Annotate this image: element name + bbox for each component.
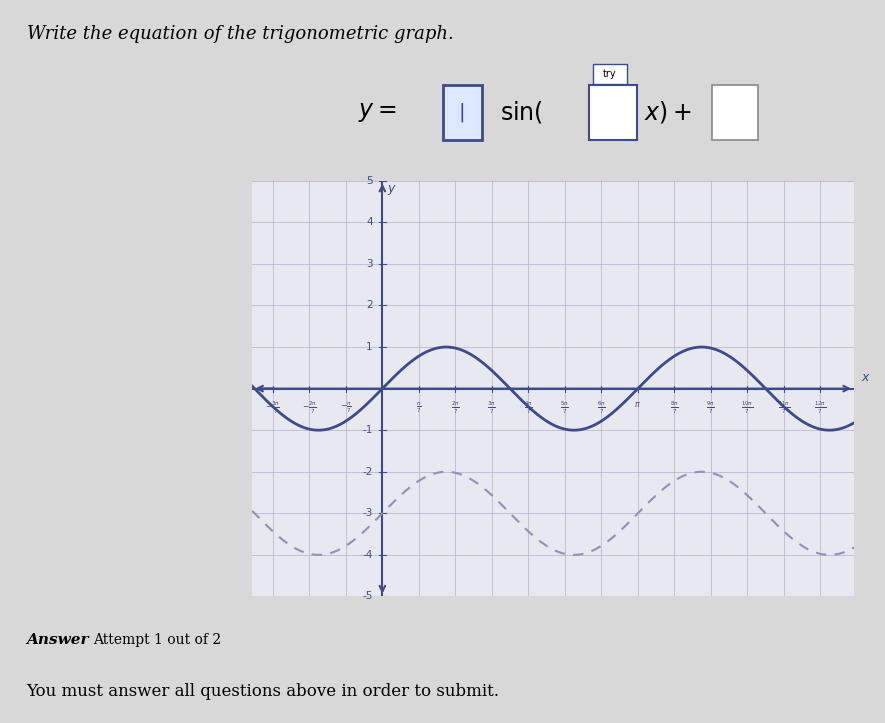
Text: -1: -1	[362, 425, 373, 435]
Text: |: |	[458, 103, 466, 121]
Text: $\frac{\pi}{7}$: $\frac{\pi}{7}$	[416, 401, 421, 415]
Text: $\frac{10\pi}{7}$: $\frac{10\pi}{7}$	[742, 401, 753, 416]
Text: $\frac{6\pi}{7}$: $\frac{6\pi}{7}$	[597, 401, 605, 416]
Text: Attempt 1 out of 2: Attempt 1 out of 2	[93, 633, 221, 646]
Text: -4: -4	[362, 550, 373, 560]
FancyBboxPatch shape	[589, 85, 637, 140]
Text: $\frac{2\pi}{7}$: $\frac{2\pi}{7}$	[451, 401, 459, 416]
Text: 2: 2	[366, 301, 373, 310]
Text: $y$: $y$	[388, 183, 397, 197]
Text: $x) +$: $x) +$	[644, 99, 692, 125]
FancyBboxPatch shape	[712, 85, 758, 140]
Text: 1: 1	[366, 342, 373, 352]
Text: $\frac{11\pi}{7}$: $\frac{11\pi}{7}$	[778, 401, 790, 416]
Text: Answer: Answer	[27, 633, 89, 646]
Text: -3: -3	[362, 508, 373, 518]
Text: 5: 5	[366, 176, 373, 186]
Text: 4: 4	[366, 218, 373, 227]
Text: $\pi$: $\pi$	[635, 401, 641, 409]
Text: $\sin($: $\sin($	[500, 99, 543, 125]
Text: 3: 3	[366, 259, 373, 269]
Text: $\frac{8\pi}{7}$: $\frac{8\pi}{7}$	[670, 401, 679, 416]
Text: $-\frac{\pi}{7}$: $-\frac{\pi}{7}$	[340, 401, 351, 415]
Text: Write the equation of the trigonometric graph.: Write the equation of the trigonometric …	[27, 25, 453, 43]
Text: $\frac{5\pi}{7}$: $\frac{5\pi}{7}$	[560, 401, 569, 416]
FancyBboxPatch shape	[593, 64, 627, 84]
Text: $-\frac{2\pi}{7}$: $-\frac{2\pi}{7}$	[302, 401, 317, 416]
Text: -2: -2	[362, 467, 373, 476]
Text: $\frac{9\pi}{7}$: $\frac{9\pi}{7}$	[706, 401, 715, 416]
Text: try: try	[603, 69, 617, 79]
Text: $-\frac{3\pi}{7}$: $-\frac{3\pi}{7}$	[266, 401, 281, 416]
Text: $x$: $x$	[860, 371, 870, 384]
Text: $\frac{12\pi}{7}$: $\frac{12\pi}{7}$	[814, 401, 827, 416]
Text: $y =$: $y =$	[358, 100, 396, 124]
Text: -5: -5	[362, 591, 373, 602]
FancyBboxPatch shape	[442, 85, 482, 140]
Text: $\frac{3\pi}{7}$: $\frac{3\pi}{7}$	[488, 401, 496, 416]
Text: You must answer all questions above in order to submit.: You must answer all questions above in o…	[27, 683, 499, 701]
Text: $\frac{4\pi}{7}$: $\frac{4\pi}{7}$	[524, 401, 533, 416]
